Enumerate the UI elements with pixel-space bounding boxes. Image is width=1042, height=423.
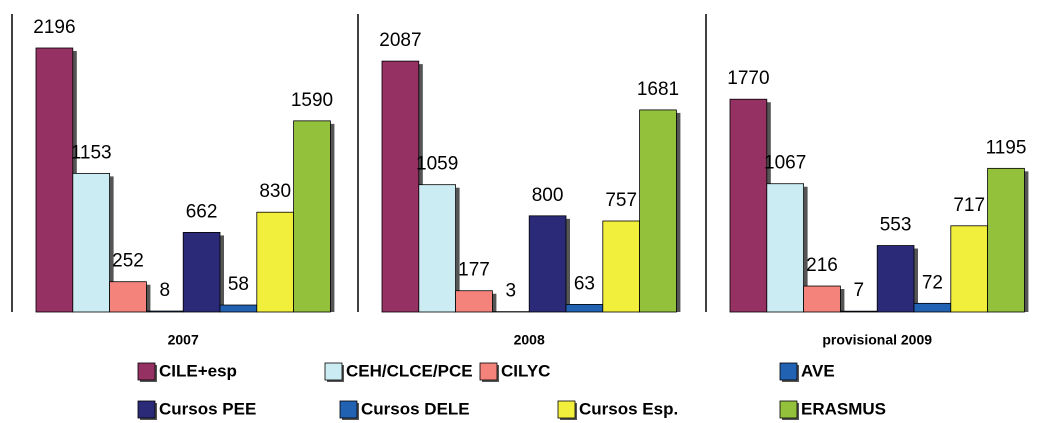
bar [565, 304, 604, 313]
bar [950, 225, 988, 313]
value-label: 63 [574, 273, 595, 294]
legend-swatch [324, 362, 343, 381]
value-label: 757 [605, 190, 637, 211]
legend-swatch [339, 400, 358, 419]
legend-label: Cursos DELE [361, 399, 470, 418]
bar [455, 290, 493, 313]
value-label: 252 [112, 251, 144, 272]
value-label: 1195 [986, 137, 1027, 158]
bar [803, 285, 841, 313]
legend-swatch [137, 400, 156, 419]
value-label: 553 [880, 215, 912, 236]
bar [913, 302, 952, 313]
value-label: 1067 [764, 153, 806, 174]
value-label: 58 [228, 274, 249, 295]
legend-swatch [779, 400, 798, 419]
bar [876, 245, 915, 313]
value-label: 3 [506, 281, 517, 302]
bar [219, 304, 258, 313]
bar [182, 232, 221, 313]
value-label: 216 [806, 255, 838, 276]
x-tick-label: 2007 [168, 332, 199, 348]
legend-label: CILYC [501, 361, 550, 380]
value-label: 717 [953, 195, 985, 216]
value-label: 800 [532, 185, 564, 206]
legend-swatch [479, 362, 498, 381]
value-label: 177 [458, 260, 490, 281]
bar [35, 47, 74, 313]
bar [72, 172, 111, 313]
legend-swatch [557, 400, 576, 419]
bar [639, 109, 677, 313]
legend-label: ERASMUS [801, 399, 886, 418]
legend-swatch [779, 362, 798, 381]
bar [766, 183, 804, 313]
x-tick-label: provisional 2009 [822, 332, 932, 348]
bar [602, 220, 640, 313]
value-label: 1681 [637, 79, 679, 100]
value-label: 2196 [33, 17, 75, 38]
legend-swatch [137, 362, 156, 381]
bar [418, 184, 456, 313]
bar [729, 98, 768, 313]
bar [293, 120, 331, 313]
value-label: 1590 [291, 90, 333, 111]
value-label: 72 [922, 272, 943, 293]
value-label: 830 [259, 181, 291, 202]
value-label: 2087 [379, 30, 421, 51]
bar [256, 211, 294, 313]
legend-label: Cursos PEE [159, 399, 256, 418]
value-label: 662 [186, 201, 218, 222]
legend-label: CEH/CLCE/PCE [346, 361, 473, 380]
bar [987, 167, 1025, 313]
bar [840, 310, 878, 313]
bar [145, 310, 184, 313]
value-label: 1153 [71, 142, 112, 163]
value-label: 1770 [727, 68, 769, 89]
value-label: 1059 [416, 154, 458, 175]
value-label: 8 [160, 280, 171, 301]
legend-label: CILE+esp [159, 361, 237, 380]
bar [109, 281, 147, 313]
legend-label: Cursos Esp. [579, 399, 678, 418]
value-label: 7 [854, 280, 865, 301]
bar [381, 60, 420, 313]
legend-label: AVE [801, 361, 835, 380]
x-tick-label: 2008 [514, 332, 545, 348]
bar [528, 215, 567, 313]
